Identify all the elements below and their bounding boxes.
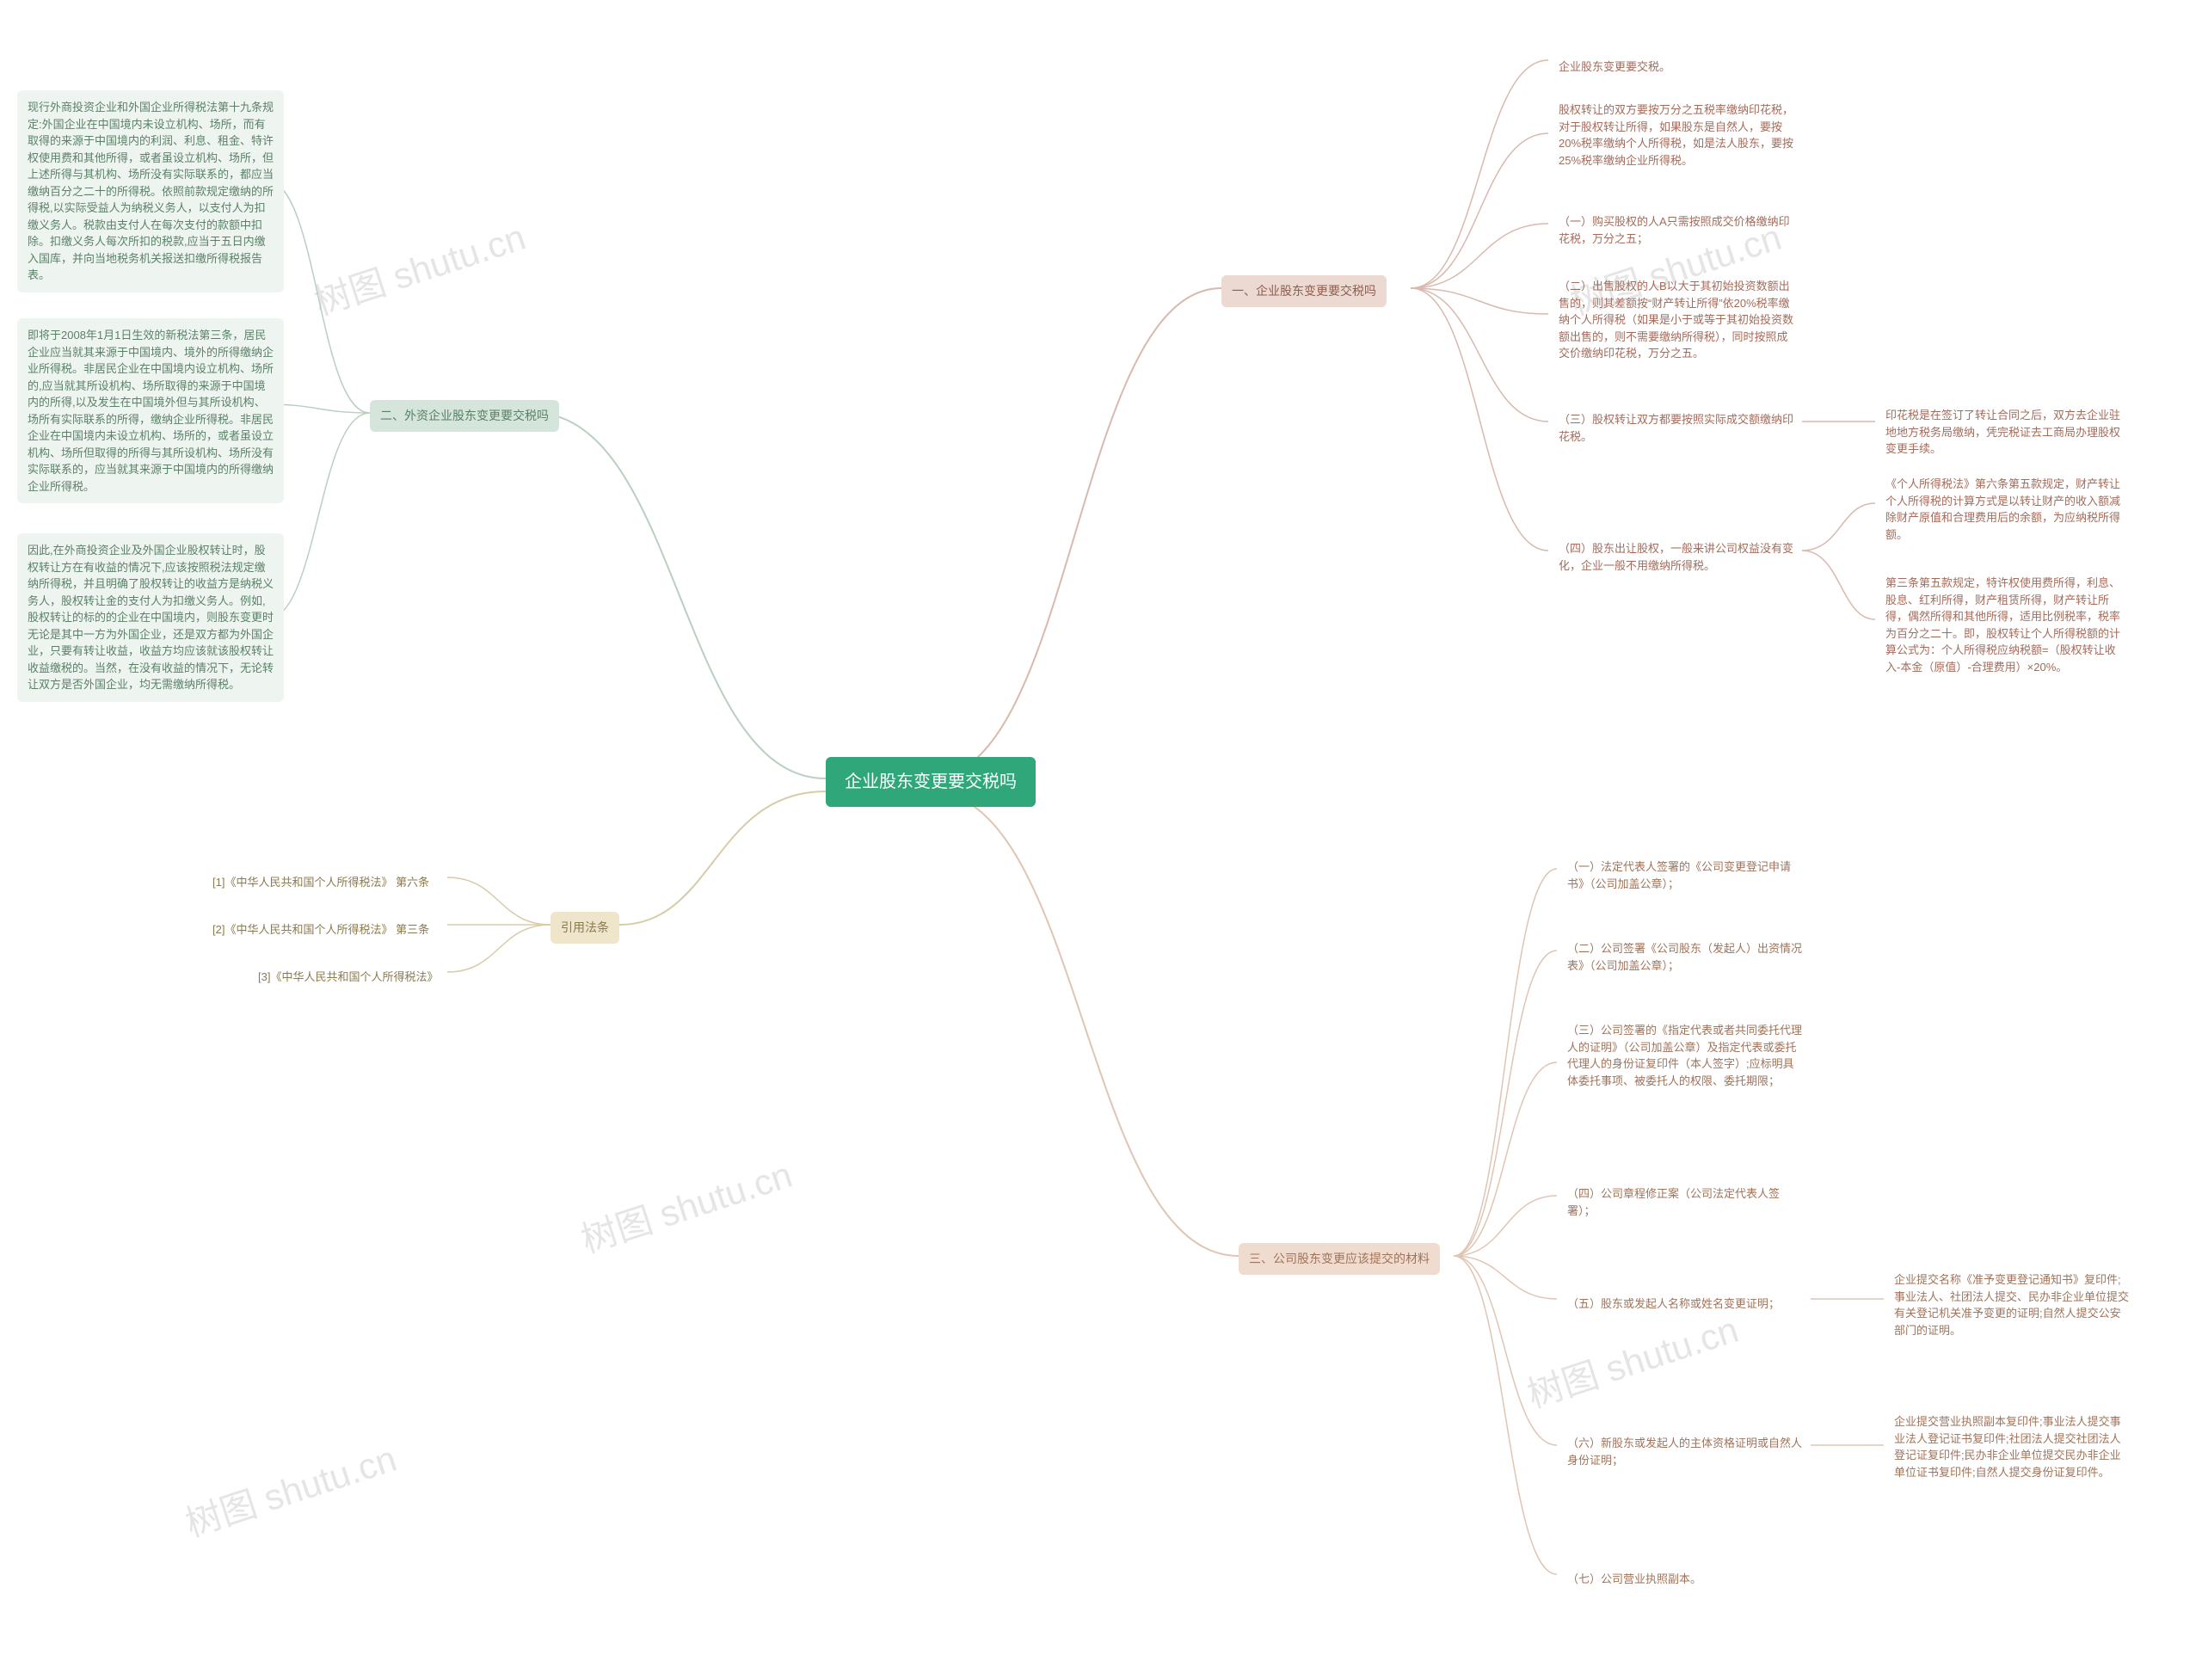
b4-leaf-4-0: 企业提交名称《准予变更登记通知书》复印件;事业法人、社团法人提交、民办非企业单位… — [1884, 1265, 2142, 1345]
branch-2[interactable]: 二、外资企业股东变更要交税吗 — [370, 400, 559, 432]
b1-leaf-5: （四）股东出让股权，一般来讲公司权益没有变化，企业一般不用缴纳所得税。 — [1548, 533, 1806, 581]
b2-leaf-2: 因此,在外商投资企业及外国企业股权转让时，股权转让方在有收益的情况下,应该按照税… — [17, 533, 284, 702]
branch-3[interactable]: 引用法条 — [550, 912, 619, 944]
b1-leaf-2: （一）购买股权的人A只需按照成交价格缴纳印花税，万分之五； — [1548, 206, 1806, 254]
root-node[interactable]: 企业股东变更要交税吗 — [826, 757, 1036, 807]
b1-leaf-4: （三）股权转让双方都要按照实际成交额缴纳印花税。 — [1548, 404, 1806, 452]
connectors — [0, 0, 2202, 1680]
b2-leaf-0: 现行外商投资企业和外国企业所得税法第十九条规定:外国企业在中国境内未设立机构、场… — [17, 90, 284, 292]
watermark: 树图 shutu.cn — [307, 208, 532, 326]
b4-leaf-4: （五）股东或发起人名称或姓名变更证明； — [1557, 1289, 1790, 1320]
b4-leaf-1: （二）公司签署《公司股东（发起人）出资情况表》（公司加盖公章）； — [1557, 933, 1815, 981]
b3-leaf-1: [2]《中华人民共和国个人所得税法》 第三条 — [202, 914, 440, 945]
b4-leaf-5-0: 企业提交营业执照副本复印件;事业法人提交事业法人登记证书复印件;社团法人提交社团… — [1884, 1406, 2142, 1487]
b1-leaf-5-0: 《个人所得税法》第六条第五款规定，财产转让个人所得税的计算方式是以转让财产的收入… — [1875, 469, 2133, 550]
watermark: 树图 shutu.cn — [574, 1146, 798, 1264]
b3-leaf-2: [3]《中华人民共和国个人所得税法》 — [248, 962, 448, 993]
b4-leaf-2: （三）公司签署的《指定代表或者共同委托代理人的证明》（公司加盖公章）及指定代表或… — [1557, 1015, 1815, 1096]
b1-leaf-0: 企业股东变更要交税。 — [1548, 52, 1681, 83]
b4-leaf-5: （六）新股东或发起人的主体资格证明或自然人身份证明； — [1557, 1428, 1815, 1475]
b1-leaf-4-0: 印花税是在签订了转让合同之后，双方去企业驻地地方税务局缴纳，凭完税证去工商局办理… — [1875, 400, 2133, 465]
b3-leaf-0: [1]《中华人民共和国个人所得税法》 第六条 — [202, 867, 440, 898]
branch-1[interactable]: 一、企业股东变更要交税吗 — [1221, 275, 1387, 307]
b4-leaf-6: （七）公司营业执照副本。 — [1557, 1564, 1712, 1595]
b2-leaf-1: 即将于2008年1月1日生效的新税法第三条，居民企业应当就其来源于中国境内、境外… — [17, 318, 284, 503]
branch-4[interactable]: 三、公司股东变更应该提交的材料 — [1239, 1243, 1440, 1275]
b4-leaf-3: （四）公司章程修正案（公司法定代表人签署）； — [1557, 1178, 1815, 1226]
b1-leaf-1: 股权转让的双方要按万分之五税率缴纳印花税，对于股权转让所得，如果股东是自然人，要… — [1548, 95, 1806, 175]
b1-leaf-5-1: 第三条第五款规定，特许权使用费所得，利息、股息、红利所得，财产租赁所得，财产转让… — [1875, 568, 2133, 682]
b1-leaf-3: （二）出售股权的人B以大于其初始投资数额出售的，则其差额按“财产转让所得”依20… — [1548, 271, 1806, 369]
watermark: 树图 shutu.cn — [178, 1430, 403, 1548]
b4-leaf-0: （一）法定代表人签署的《公司变更登记申请书》（公司加盖公章）； — [1557, 852, 1815, 899]
